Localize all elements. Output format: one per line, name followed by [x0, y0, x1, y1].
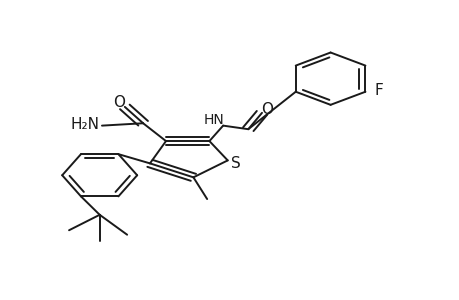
Text: O: O: [261, 102, 273, 117]
Text: O: O: [113, 95, 125, 110]
Text: H₂N: H₂N: [70, 117, 99, 132]
Text: S: S: [230, 156, 241, 171]
Text: F: F: [374, 83, 383, 98]
Text: HN: HN: [203, 113, 224, 127]
